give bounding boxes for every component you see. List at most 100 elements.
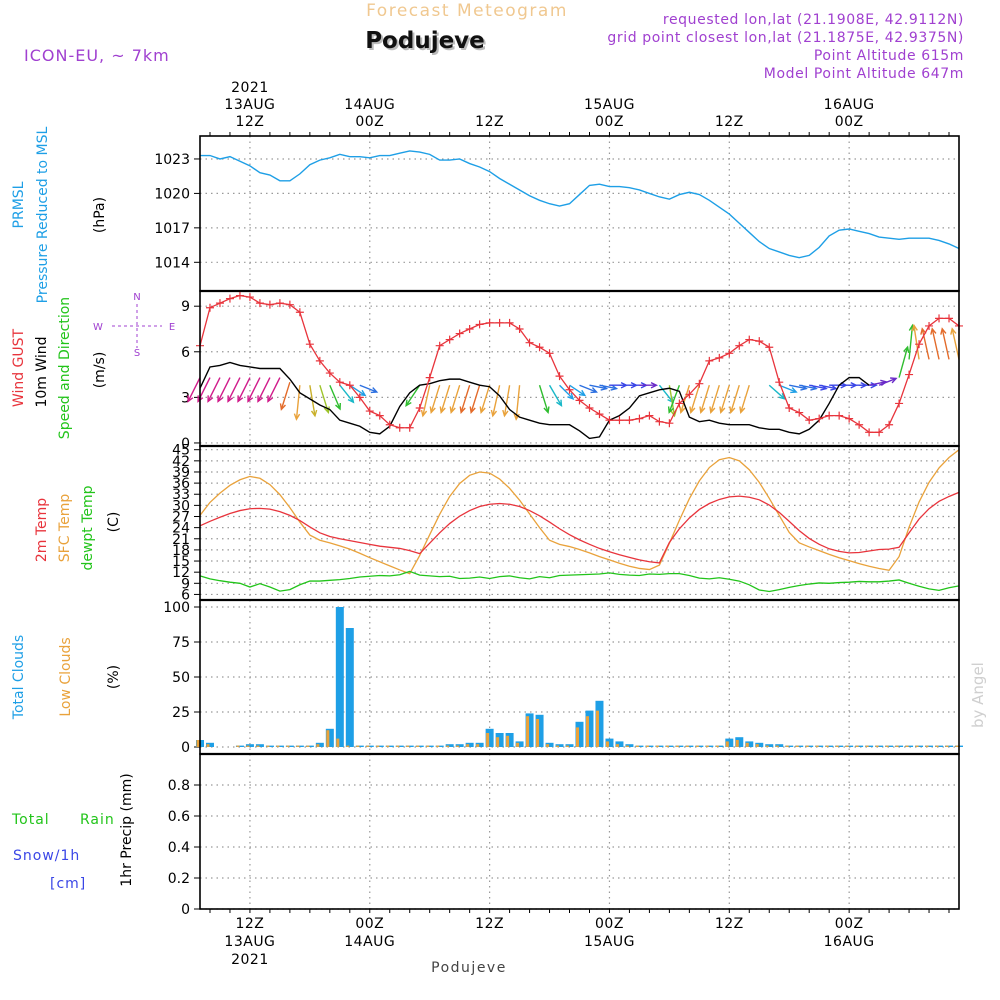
wind-arrow (430, 385, 441, 413)
low-cloud-bar (585, 716, 589, 747)
low-cloud-bar (755, 744, 759, 747)
y-tick-label: 0.2 (168, 871, 190, 887)
total-cloud-bar (695, 745, 704, 747)
low-cloud-bar (595, 710, 599, 747)
total-cloud-bar (205, 742, 214, 747)
total-cloud-bar (645, 745, 654, 747)
wind-arrow (227, 377, 241, 402)
total-cloud-bar (495, 733, 504, 747)
low-cloud-bar (635, 745, 639, 747)
wind-arrow-head (903, 345, 910, 354)
panel-frame (199, 445, 960, 601)
total-cloud-bar (415, 745, 424, 747)
low-cloud-bar (925, 745, 929, 747)
wind-arrow (599, 384, 617, 390)
gust-marker (585, 404, 594, 413)
watermark: by Angel (969, 662, 987, 728)
wind-arrow-head (610, 384, 619, 391)
plot-panels: 1014101710201023036969121518212427303336… (154, 80, 963, 968)
gust-marker (805, 416, 814, 425)
gust-marker (235, 291, 244, 300)
gust-marker (625, 416, 634, 425)
y-tick-label: 24 (172, 521, 190, 537)
low-cloud-bar (665, 745, 669, 747)
wind-arrow-head (197, 395, 204, 403)
wind-arrow-head (567, 392, 575, 400)
pressure-label-prmsl: PRMSL (11, 181, 27, 228)
y-tick-label: 42 (172, 454, 190, 470)
total-cloud-bar (595, 700, 604, 747)
time-label-bottom: 00Z (595, 916, 624, 932)
low-cloud-bar (456, 745, 460, 747)
low-cloud-bar (316, 744, 320, 747)
panel-frame (199, 290, 960, 447)
y-tick-label: 75 (172, 635, 190, 651)
wind-arrow-head (267, 395, 274, 403)
total-cloud-bar (615, 741, 624, 747)
wind-arrow-head (679, 406, 686, 414)
low-cloud-bar (236, 745, 240, 747)
place-title: Podujeve (365, 28, 485, 54)
total-cloud-bar (445, 744, 454, 747)
total-cloud-bar (345, 628, 354, 747)
wind-arrow-head (870, 381, 878, 389)
y-tick-label: 0 (181, 902, 190, 918)
total-cloud-bar (815, 745, 824, 747)
gust-marker (565, 385, 574, 394)
low-cloud-bar (296, 745, 300, 747)
gust-marker (445, 335, 454, 344)
total-cloud-bar (675, 745, 684, 747)
model-altitude: Model Point Altitude 647m (764, 66, 964, 82)
total-cloud-bar (605, 738, 614, 747)
total-cloud-bar (395, 745, 404, 747)
low-cloud-bar (705, 745, 709, 747)
gust-marker (855, 420, 864, 429)
low-cloud-bar (845, 745, 849, 747)
total-cloud-bar (865, 745, 874, 747)
time-label-bottom: 00Z (835, 916, 864, 932)
low-cloud-bar (206, 744, 210, 747)
low-cloud-bar (486, 733, 490, 747)
compass-e: E (169, 322, 175, 333)
time-label-bottom: 2021 (231, 952, 269, 968)
low-cloud-bar (715, 745, 719, 747)
gust-marker (315, 356, 324, 365)
low-cloud-bar (576, 727, 579, 747)
total-cloud-bar (275, 745, 284, 747)
low-cloud-bar (536, 719, 540, 747)
gust-marker (745, 335, 754, 344)
wind-arrow-head (650, 381, 659, 389)
time-label-top: 13AUG (224, 97, 275, 113)
wind-arrow-head (911, 323, 918, 332)
low-cloud-bar (406, 745, 410, 747)
total-cloud-bar (455, 744, 464, 747)
gust-marker (655, 417, 664, 426)
y-tick-label: 15 (172, 554, 190, 570)
low-cloud-bar (955, 745, 959, 747)
dewpt-line (199, 570, 960, 593)
wind-label-unit: (m/s) (92, 352, 108, 389)
total-cloud-bar (835, 745, 844, 747)
low-cloud-bar (875, 745, 879, 747)
wind-arrow-head (469, 406, 476, 414)
wind-arrow (799, 384, 817, 390)
low-cloud-bar (286, 745, 290, 747)
wind-speed-line (199, 361, 870, 440)
wind-arrow (559, 384, 574, 400)
wind-arrow-head (187, 395, 194, 403)
wind-arrow (349, 384, 366, 396)
time-label-bottom: 00Z (355, 916, 384, 932)
total-cloud-bar (235, 745, 244, 747)
cloud-label-low: Low Clouds (58, 637, 74, 716)
total-cloud-bar (735, 737, 744, 747)
low-cloud-bar (745, 742, 749, 747)
gust-marker (925, 321, 934, 330)
gust-marker (785, 404, 794, 413)
low-cloud-bar (695, 745, 699, 747)
low-cloud-bar (276, 745, 280, 747)
gust-marker (495, 318, 504, 327)
low-cloud-bar (815, 745, 819, 747)
gust-marker (885, 420, 894, 429)
total-cloud-bar (505, 733, 514, 747)
wind-arrow (460, 385, 471, 413)
